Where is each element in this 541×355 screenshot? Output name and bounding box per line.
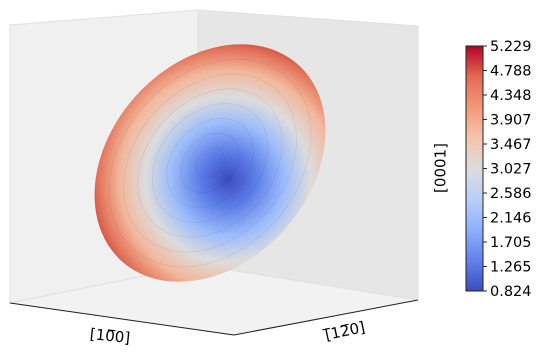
- colorbar-tick-label: 5.229: [490, 39, 532, 55]
- colorbar-tick-label: 2.146: [490, 210, 532, 226]
- colorbar-tick-label: 2.586: [490, 186, 532, 202]
- colorbar-label: [0001]: [432, 143, 450, 193]
- mesh-ring: [137, 88, 283, 238]
- y-axis-label: [̅12̅0]: [321, 318, 366, 344]
- surface-mesh: [108, 58, 312, 268]
- x-axis-line: [9, 302, 235, 336]
- colorbar: 5.229 4.788 4.348 3.907 3.467 3.027 2.586 2.146…: [432, 39, 532, 300]
- mesh-ring: [195, 147, 225, 179]
- mesh-ring: [151, 103, 269, 223]
- colorbar-tick-label: 3.027: [490, 161, 532, 177]
- colorbar-gradient: [465, 45, 484, 292]
- colorbar-ticks: 5.229 4.788 4.348 3.907 3.467 3.027 2.586 2.146…: [483, 39, 532, 300]
- mesh-ring: [108, 58, 312, 268]
- colorbar-tick-label: 4.348: [490, 88, 532, 104]
- colorbar-tick-label: 0.824: [490, 284, 532, 300]
- ellipsoid-surface: [94, 44, 326, 282]
- mesh-ring: [123, 73, 297, 253]
- colorbar-tick-label: 4.788: [490, 64, 532, 80]
- colorbar-tick-label: 1.265: [490, 259, 532, 275]
- mesh-ring: [166, 118, 254, 208]
- colorbar-tick-label: 3.467: [490, 137, 532, 153]
- colorbar-tick-label: 1.705: [490, 235, 532, 251]
- y-axis-line: [233, 299, 419, 336]
- colorbar-tick-label: 3.907: [490, 113, 532, 129]
- ellipsoid-body: [94, 44, 326, 282]
- x-axis-label: [10̅0]: [89, 325, 131, 347]
- mesh-ring: [180, 132, 240, 194]
